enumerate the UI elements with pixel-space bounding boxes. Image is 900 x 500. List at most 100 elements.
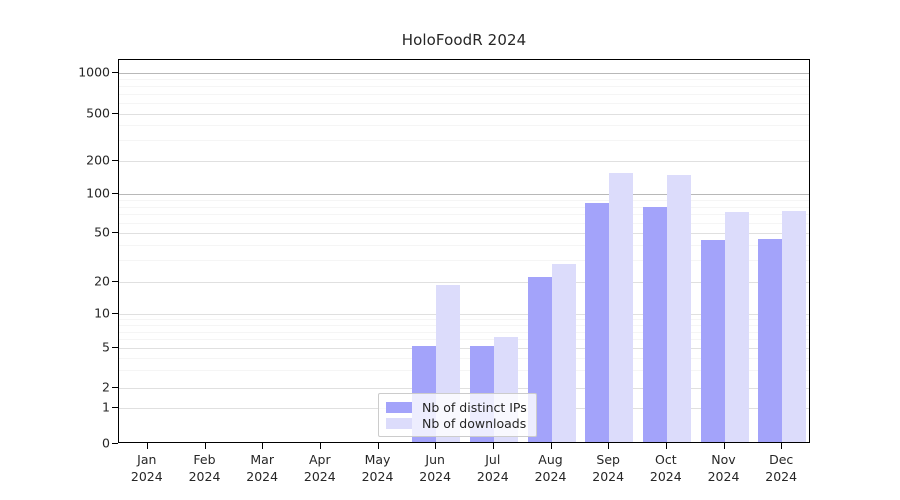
x-tick-year: 2024: [476, 468, 509, 484]
y-axis-tick-mark: [112, 193, 118, 195]
x-tick-year: 2024: [130, 468, 163, 484]
y-axis-tick-mark: [112, 387, 118, 389]
bar: [609, 172, 634, 442]
gridline: [119, 214, 809, 216]
x-axis-tick-mark: [723, 443, 725, 449]
x-axis-tick-mark: [204, 443, 206, 449]
x-axis-tick-label: Nov 2024: [684, 452, 764, 485]
legend-swatch: [386, 417, 412, 429]
y-axis-tick-mark: [112, 160, 118, 162]
x-axis-tick-mark: [550, 443, 552, 449]
x-axis-tick-mark: [435, 443, 437, 449]
gridline: [119, 244, 809, 246]
y-axis-tick-mark: [112, 313, 118, 315]
bar: [724, 212, 749, 442]
bar: [585, 203, 610, 442]
gridline: [119, 73, 809, 74]
gridline: [119, 125, 809, 127]
x-axis-tick-mark: [492, 443, 495, 449]
legend-label: Nb of downloads: [422, 415, 527, 431]
y-axis-tick-label: 20: [94, 273, 110, 289]
x-tick-month: Aug: [538, 452, 563, 467]
gridline: [119, 388, 809, 389]
y-axis-tick-mark: [112, 232, 118, 234]
gridline: [119, 357, 809, 359]
gridlines: [119, 60, 809, 442]
y-axis-tick-label: 0: [102, 435, 110, 451]
gridline: [119, 199, 809, 201]
x-axis-tick-label: May 2024: [338, 452, 418, 485]
x-tick-year: 2024: [361, 468, 394, 484]
y-axis-tick-label: 200: [86, 152, 110, 168]
x-tick-year: 2024: [419, 468, 452, 484]
x-tick-month: Dec: [769, 452, 794, 467]
y-axis-tick-label: 2: [102, 379, 110, 395]
x-tick-year: 2024: [303, 468, 336, 484]
x-tick-year: 2024: [649, 468, 682, 484]
gridline: [119, 222, 809, 224]
x-tick-month: Mar: [250, 452, 274, 467]
gridline: [119, 140, 809, 142]
y-axis-tick-label: 1000: [78, 64, 110, 80]
y-axis-tick-label: 100: [86, 185, 110, 201]
gridline: [119, 370, 809, 372]
chart-title: HoloFoodR 2024: [401, 31, 527, 49]
x-axis-tick-mark: [377, 443, 379, 449]
gridline: [119, 233, 809, 234]
x-axis-tick-mark: [608, 443, 610, 449]
chart-legend: Nb of distinct IPs Nb of downloads: [378, 393, 537, 437]
gridline: [119, 79, 809, 81]
x-axis-tick-label: Oct 2024: [626, 452, 706, 485]
x-tick-month: Jun: [425, 452, 445, 467]
gridline: [119, 339, 809, 341]
y-axis-tick-label: 10: [94, 305, 110, 321]
gridline: [119, 314, 809, 315]
gridline: [119, 260, 809, 262]
x-axis-tick-label: Aug 2024: [511, 452, 591, 485]
x-axis-tick-mark: [319, 443, 322, 449]
x-tick-year: 2024: [534, 468, 567, 484]
x-axis-tick-label: Jul 2024: [453, 452, 533, 485]
y-axis-tick-label: 50: [94, 224, 110, 240]
gridline: [119, 206, 809, 208]
y-axis-tick-label: 1: [102, 399, 110, 415]
y-axis-tick-labels: 0 1 2 5 10 20 50 100 200 500 1000: [60, 59, 110, 451]
gridline: [119, 161, 809, 162]
legend-swatch: [386, 401, 412, 413]
bar: [758, 239, 783, 442]
x-tick-month: Nov: [711, 452, 736, 467]
gridline: [119, 348, 809, 349]
x-tick-year: 2024: [592, 468, 625, 484]
x-tick-year: 2024: [188, 468, 221, 484]
x-tick-year: 2024: [707, 468, 740, 484]
x-tick-month: Sep: [596, 452, 620, 467]
gridline: [119, 331, 809, 333]
x-axis-tick-label: Jun 2024: [395, 452, 475, 485]
plot-area: [118, 59, 810, 443]
gridline: [119, 114, 809, 115]
legend-item: Nb of downloads: [386, 415, 527, 431]
legend-label: Nb of distinct IPs: [422, 399, 527, 415]
x-axis-tick-mark: [781, 443, 783, 449]
x-tick-month: Jul: [485, 452, 501, 467]
x-axis-tick-label: Dec 2024: [741, 452, 821, 485]
y-axis-tick-mark: [112, 72, 118, 74]
y-axis-tick-mark: [112, 281, 118, 283]
x-axis-tick-label: Mar 2024: [222, 452, 302, 485]
gridline: [119, 94, 809, 96]
y-axis-tick-mark: [112, 443, 118, 445]
gridline: [119, 319, 809, 321]
legend-item: Nb of distinct IPs: [386, 399, 527, 415]
bar: [700, 240, 725, 442]
gridline: [119, 103, 809, 105]
x-tick-month: May: [364, 452, 391, 467]
x-tick-year: 2024: [246, 468, 279, 484]
x-axis-tick-label: Jan 2024: [107, 452, 187, 485]
bar: [782, 211, 807, 442]
y-axis-tick-label: 500: [86, 105, 110, 121]
x-axis-tick-label: Sep 2024: [568, 452, 648, 485]
gridline: [119, 324, 809, 326]
bar: [666, 174, 691, 442]
x-axis-tick-label: Feb 2024: [165, 452, 245, 485]
x-axis-tick-label: Apr 2024: [280, 452, 360, 485]
